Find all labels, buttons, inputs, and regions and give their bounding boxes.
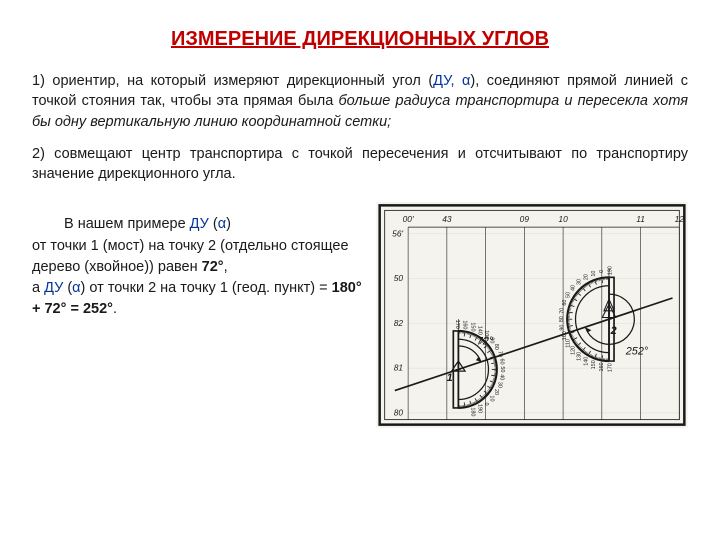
svg-text:100: 100: [562, 332, 568, 341]
svg-text:43: 43: [442, 215, 452, 225]
svg-text:140: 140: [583, 357, 589, 366]
svg-text:10: 10: [558, 215, 568, 225]
svg-text:20: 20: [493, 389, 499, 395]
p1-du-alpha: ДУ, α: [433, 73, 470, 89]
paragraph-2: 2) совмещают центр транспортира с точкой…: [32, 144, 688, 185]
svg-text:40: 40: [570, 285, 576, 291]
svg-text:180: 180: [469, 408, 475, 417]
svg-text:170: 170: [454, 320, 460, 329]
ex-l1-pre: В нашем примере: [64, 216, 190, 232]
svg-text:20: 20: [583, 275, 589, 281]
ex-l1-post: ): [226, 216, 231, 232]
svg-text:0: 0: [599, 270, 605, 273]
svg-text:190: 190: [476, 404, 482, 413]
svg-text:60: 60: [562, 300, 568, 306]
svg-text:60: 60: [498, 359, 504, 365]
svg-text:80: 80: [493, 344, 499, 350]
ex-l2: от точки 1 (мост) на точку 2 (отдельно с…: [32, 238, 349, 275]
ex-72: 72°: [202, 259, 224, 275]
svg-text:252°: 252°: [625, 346, 649, 358]
svg-text:50: 50: [565, 292, 571, 298]
ex-l1-mid: (: [209, 216, 218, 232]
svg-text:0: 0: [483, 403, 489, 406]
ex-tail: .: [113, 301, 117, 317]
p1-text-pre: 1) ориентир, на который измеряют дирекци…: [32, 73, 433, 89]
example-text: В нашем примере ДУ (α) от точки 1 (мост)…: [32, 214, 368, 319]
ex-l3-du: ДУ: [44, 280, 63, 296]
svg-text:10: 10: [488, 396, 494, 402]
svg-text:70: 70: [496, 351, 502, 357]
svg-text:00': 00': [403, 215, 414, 225]
ex-l3-pre: а: [32, 280, 44, 296]
svg-text:82: 82: [394, 318, 404, 328]
svg-text:130: 130: [576, 352, 582, 361]
svg-text:1: 1: [447, 373, 453, 385]
svg-text:2: 2: [610, 326, 617, 338]
svg-text:50: 50: [499, 367, 505, 373]
ex-l1-alpha: α: [218, 216, 226, 232]
ex-l3-mid: (: [63, 280, 72, 296]
svg-text:80: 80: [559, 317, 565, 323]
svg-text:90: 90: [560, 325, 566, 331]
svg-text:80: 80: [394, 408, 404, 418]
svg-text:30: 30: [496, 382, 502, 388]
ex-l3-alpha: α: [72, 280, 80, 296]
svg-text:150: 150: [469, 323, 475, 332]
svg-text:70: 70: [560, 308, 566, 314]
svg-text:170: 170: [608, 364, 614, 373]
svg-text:160: 160: [599, 363, 605, 372]
svg-text:56': 56': [392, 229, 403, 239]
ex-l2-post: ,: [224, 259, 228, 275]
svg-text:72°: 72°: [477, 336, 494, 348]
svg-text:81: 81: [394, 363, 403, 373]
svg-text:10: 10: [591, 271, 597, 277]
figure-diagram: 00'430910111256'508281801701601501401009…: [376, 202, 688, 428]
svg-text:40: 40: [498, 375, 504, 381]
ex-l3-post: ) от точки 2 на точку 1 (геод. пункт) =: [81, 280, 332, 296]
svg-text:11: 11: [636, 215, 645, 225]
svg-text:09: 09: [520, 215, 530, 225]
svg-text:150: 150: [591, 361, 597, 370]
svg-text:12: 12: [675, 215, 685, 225]
ex-l1-du: ДУ: [190, 216, 209, 232]
paragraph-1: 1) ориентир, на который измеряют дирекци…: [32, 71, 688, 132]
svg-text:30: 30: [576, 279, 582, 285]
svg-text:140: 140: [476, 326, 482, 335]
svg-text:160: 160: [462, 321, 468, 330]
svg-text:190: 190: [608, 267, 614, 276]
svg-text:50: 50: [394, 274, 404, 284]
page-title: ИЗМЕРЕНИЕ ДИРЕКЦИОННЫХ УГЛОВ: [32, 28, 688, 51]
